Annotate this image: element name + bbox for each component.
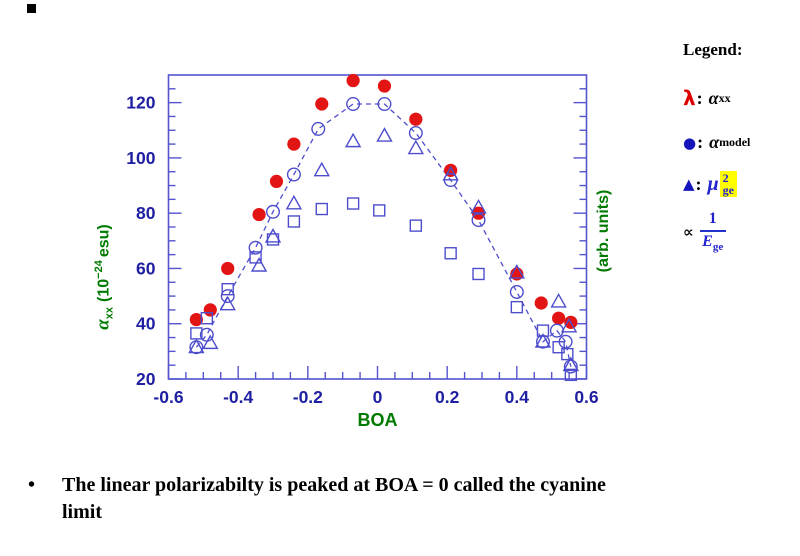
data-point-mu_ge_squared	[313, 161, 330, 177]
data-point-mu_ge_squared	[470, 199, 487, 214]
data-point-mu_ge_squared	[562, 356, 580, 372]
chart-canvas: -0.6 -0.4 -0.2 0 0.2 0.4 0.6 20 40 60 80 100 120 BOA	[126, 73, 599, 430]
data-point-alpha_model	[311, 121, 326, 136]
data-point-mu_ge_squared	[344, 132, 362, 148]
data-point-alpha_model	[248, 240, 263, 255]
data-point-mu_ge_squared	[202, 334, 219, 350]
data-point-alpha_model	[377, 97, 392, 112]
data-point-alpha_xx	[269, 174, 284, 188]
y-tick-label: 120	[126, 93, 155, 113]
data-point-inverse_E_ge	[221, 282, 234, 296]
legend: Legend: λ: α xx ●: α model ▲: μ 2 ge ∝ 1 Ege	[683, 40, 800, 254]
x-tick-label: 0.6	[574, 387, 599, 407]
data-point-alpha_xx	[377, 79, 392, 93]
data-point-inverse_E_ge	[315, 202, 328, 216]
legend-item-inverse-Ege: ∝ 1 Ege	[683, 210, 800, 254]
lambda-marker-icon: λ	[683, 86, 696, 110]
legend-title: Legend:	[683, 40, 743, 59]
bullet-icon: •	[28, 474, 36, 496]
data-point-alpha_xx	[189, 312, 203, 327]
bullet-text-block: • The linear polarizabilty is peaked at …	[28, 472, 768, 526]
triangle-marker-icon: ▲	[683, 175, 695, 193]
data-point-mu_ge_squared	[188, 338, 205, 354]
data-point-inverse_E_ge	[249, 251, 262, 264]
data-point-mu_ge_squared	[285, 194, 303, 210]
data-point-mu_ge_squared	[442, 165, 459, 181]
data-point-inverse_E_ge	[266, 233, 280, 246]
x-tick-label: 0.2	[435, 387, 460, 407]
data-point-alpha_model	[346, 97, 361, 112]
y-axis-label-right: (arb. units)	[595, 189, 612, 273]
data-point-alpha_xx	[534, 296, 548, 310]
data-point-inverse_E_ge	[510, 300, 524, 314]
data-point-inverse_E_ge	[561, 347, 574, 361]
data-point-inverse_E_ge	[444, 247, 457, 260]
data-point-mu_ge_squared	[407, 139, 425, 155]
legend-item-alpha-xx: λ: α xx	[683, 86, 731, 110]
data-point-alpha_xx	[409, 112, 423, 126]
data-point-alpha_model	[408, 126, 423, 141]
data-point-alpha_xx	[287, 137, 301, 151]
mu-exponent-highlight: 2 ge	[719, 171, 737, 197]
bullet-text: The linear polarizabilty is peaked at BO…	[62, 474, 606, 523]
plot-frame	[167, 74, 588, 380]
data-point-alpha_xx	[346, 73, 360, 88]
data-point-alpha_xx	[315, 97, 329, 111]
data-point-alpha_model	[286, 167, 301, 182]
data-point-alpha_xx	[252, 207, 266, 222]
data-point-mu_ge_squared	[508, 263, 526, 279]
y-tick-label: 60	[136, 258, 156, 278]
data-point-inverse_E_ge	[552, 341, 565, 354]
data-point-mu_ge_squared	[534, 333, 552, 348]
data-point-alpha_model	[471, 213, 486, 228]
y-axis-label-left: αxx(10−24esu)	[92, 224, 116, 330]
filled-circle-marker-icon: ●	[683, 133, 697, 152]
data-point-inverse_E_ge	[287, 215, 301, 228]
y-tick-label: 40	[136, 314, 156, 334]
data-point-mu_ge_squared	[250, 257, 268, 272]
x-tick-label: 0	[373, 387, 383, 407]
data-point-inverse_E_ge	[409, 219, 423, 232]
x-tick-label: -0.4	[223, 387, 253, 407]
legend-item-alpha-model: ●: α model	[683, 132, 751, 152]
data-point-alpha_model	[220, 289, 235, 304]
y-tick-label: 80	[136, 203, 156, 223]
x-axis-label: BOA	[358, 410, 398, 430]
data-point-inverse_E_ge	[536, 324, 550, 337]
data-point-mu_ge_squared	[376, 127, 393, 142]
x-tick-label: -0.6	[153, 387, 183, 407]
model-dashed-line	[195, 103, 572, 367]
legend-item-mu-ge: ▲: μ 2 ge	[683, 171, 800, 197]
data-point-mu_ge_squared	[550, 292, 567, 308]
data-point-alpha_xx	[221, 261, 235, 276]
data-point-mu_ge_squared	[219, 295, 236, 311]
data-point-inverse_E_ge	[564, 368, 578, 382]
data-point-alpha_model	[509, 284, 524, 299]
top-left-marker	[27, 4, 36, 13]
data-point-inverse_E_ge	[373, 204, 386, 217]
data-point-alpha_model	[266, 204, 281, 219]
data-point-inverse_E_ge	[200, 312, 214, 325]
x-tick-label: -0.2	[293, 387, 323, 407]
data-point-alpha_xx	[552, 311, 566, 325]
data-point-mu_ge_squared	[264, 228, 282, 243]
proportional-icon: ∝	[683, 223, 694, 242]
fraction-one-over-Ege: 1 Ege	[699, 210, 726, 254]
y-tick-label: 20	[136, 369, 156, 389]
data-point-inverse_E_ge	[346, 197, 360, 210]
x-tick-label: 0.4	[505, 387, 530, 407]
data-point-mu_ge_squared	[560, 317, 578, 333]
data-point-alpha_xx	[203, 303, 217, 317]
y-tick-label: 100	[126, 148, 155, 168]
alpha-symbol: α	[92, 319, 114, 330]
data-point-inverse_E_ge	[190, 327, 203, 340]
data-point-inverse_E_ge	[472, 267, 485, 281]
